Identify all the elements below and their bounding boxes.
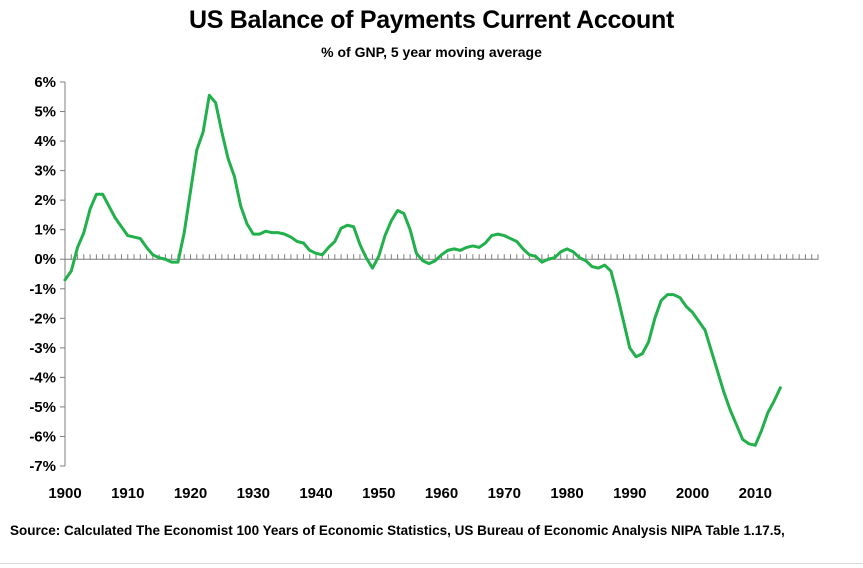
y-tick-label: 4% (34, 133, 56, 150)
x-tick-label: 1960 (425, 485, 458, 502)
y-tick-label: 6% (34, 74, 56, 91)
y-axis: 6% 5% 4% 3% 2% 1% 0% -1% -2% -3% -4% -5% -6% -7% (29, 74, 66, 475)
y-tick-label: -4% (29, 369, 56, 386)
x-tick-label: 1980 (550, 485, 583, 502)
y-tick-label: 5% (34, 104, 56, 121)
x-tick-label: 1910 (111, 485, 144, 502)
x-tick-label: 1940 (299, 485, 332, 502)
x-tick-label: 1920 (174, 485, 207, 502)
series-line (63, 93, 782, 447)
x-tick-label: 1900 (48, 485, 81, 502)
x-axis: 1900 1910 1920 1930 1940 1950 1960 1970 1980 1990… (48, 254, 819, 502)
y-tick-label: -2% (29, 310, 56, 327)
series-group (63, 93, 782, 447)
x-tick-label: 1950 (362, 485, 395, 502)
y-tick-label: -7% (29, 458, 56, 475)
chart-title: US Balance of Payments Current Account (188, 6, 674, 34)
y-tick-label: 0% (34, 251, 56, 268)
y-tick-label: 3% (34, 163, 56, 180)
x-tick-label: 2000 (676, 485, 709, 502)
x-tick-label: 1990 (613, 485, 646, 502)
y-tick-label: -3% (29, 340, 56, 357)
line-chart: 6% 5% 4% 3% 2% 1% 0% -1% -2% -3% -4% -5% -6% -7% 1900… (29, 74, 819, 502)
x-tick-label: 2010 (739, 485, 772, 502)
y-tick-label: -1% (29, 281, 56, 298)
x-tick-label: 1930 (237, 485, 270, 502)
y-tick-label: 1% (34, 222, 56, 239)
source-note: Source: Calculated The Economist 100 Yea… (10, 523, 785, 538)
chart-subtitle: % of GNP, 5 year moving average (321, 44, 542, 60)
y-tick-label: -6% (29, 428, 56, 445)
bottom-divider (0, 563, 863, 564)
x-tick-label: 1970 (488, 485, 521, 502)
y-tick-label: -5% (29, 399, 56, 416)
y-tick-label: 2% (34, 192, 56, 209)
